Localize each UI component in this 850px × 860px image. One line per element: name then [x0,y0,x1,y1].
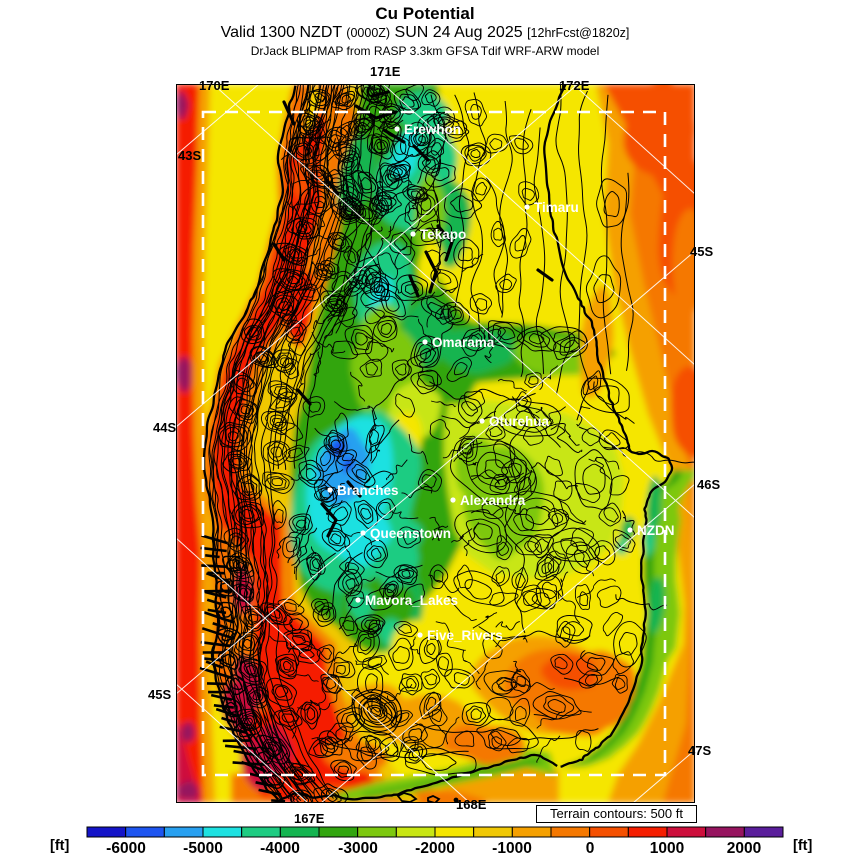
svg-text:-6000: -6000 [106,840,146,857]
svg-text:-2000: -2000 [415,840,455,857]
svg-text:Oturehua: Oturehua [489,414,549,429]
svg-text:[ft]: [ft] [793,838,812,854]
svg-text:-5000: -5000 [183,840,223,857]
svg-text:-4000: -4000 [260,840,300,857]
svg-text:-3000: -3000 [338,840,378,857]
svg-text:Omarama: Omarama [432,335,495,350]
svg-text:Erewhon: Erewhon [404,122,461,137]
svg-text:[ft]: [ft] [50,838,69,854]
svg-text:-1000: -1000 [492,840,532,857]
svg-text:NZDN: NZDN [637,523,675,538]
svg-text:0: 0 [586,840,595,857]
svg-text:Mavora_Lakes: Mavora_Lakes [365,593,458,608]
svg-text:Queenstown: Queenstown [370,526,451,541]
svg-text:Branches: Branches [337,483,399,498]
svg-text:2000: 2000 [727,840,761,857]
svg-text:Alexandra: Alexandra [460,493,526,508]
svg-text:Five_Rivers: Five_Rivers [427,628,503,643]
svg-text:Tekapo: Tekapo [420,227,466,242]
svg-text:Timaru: Timaru [534,200,579,215]
svg-text:1000: 1000 [650,840,684,857]
